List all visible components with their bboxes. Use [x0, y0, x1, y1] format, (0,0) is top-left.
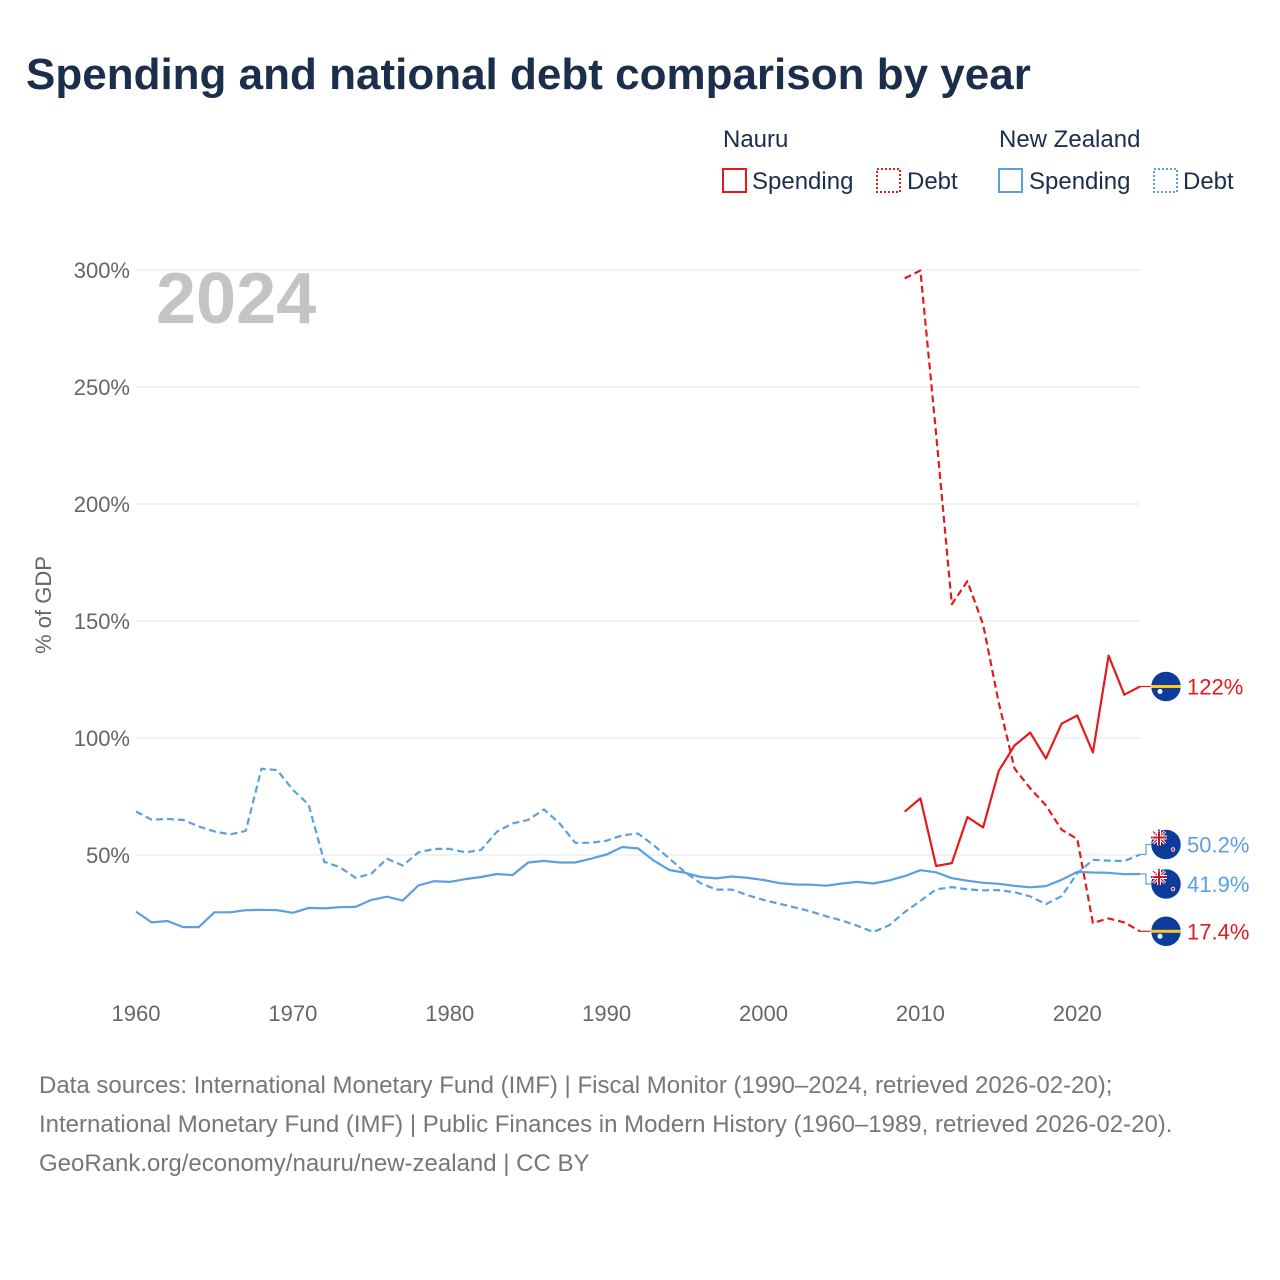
end-label-value: 122%	[1187, 675, 1243, 700]
source-notes: Data sources: International Monetary Fun…	[39, 1066, 1239, 1183]
end-labels: 122% 50.2% 41.9% 17.4%	[1140, 671, 1249, 947]
legend-swatch-nauru-spending[interactable]	[722, 168, 747, 193]
end-label-nauru-spending: 122%	[1140, 671, 1243, 702]
end-label-value: 41.9%	[1187, 872, 1249, 897]
end-label-new-zealand-spending: 41.9%	[1140, 868, 1249, 900]
legend: Nauru Spending Debt New Zealand Spending…	[722, 126, 1234, 195]
x-tick-label-2000: 2000	[739, 1001, 788, 1026]
y-tick-label-150: 150%	[74, 609, 130, 634]
nauru-flag-icon	[1150, 671, 1182, 702]
end-label-value: 50.2%	[1187, 833, 1249, 858]
end-label-value: 17.4%	[1187, 919, 1249, 944]
legend-label-nauru-debt[interactable]: Debt	[907, 168, 958, 195]
legend-group-new-zealand: New Zealand	[999, 126, 1140, 153]
chart-title: Spending and national debt comparison by…	[26, 50, 1031, 99]
end-label-connector	[1140, 873, 1151, 885]
gridlines	[136, 269, 1140, 856]
y-tick-label-300: 300%	[74, 258, 130, 283]
legend-swatch-new-zealand-spending[interactable]	[998, 168, 1023, 193]
x-tick-label-1990: 1990	[582, 1001, 631, 1026]
new-zealand-flag-icon	[1150, 868, 1182, 900]
chart-canvas: Nauru Spending Debt New Zealand Spending…	[31, 126, 1249, 1026]
x-tick-label-2010: 2010	[896, 1001, 945, 1026]
end-label-nauru-debt: 17.4%	[1140, 916, 1249, 947]
x-axis-ticks: 1960 1970 1980 1990 2000 2010 2020	[112, 1001, 1102, 1026]
y-tick-label-250: 250%	[74, 375, 130, 400]
series-line-new-zealand-debt[interactable]	[135, 767, 1141, 934]
y-axis-title: % of GDP	[31, 556, 56, 654]
y-tick-label-100: 100%	[74, 726, 130, 751]
legend-swatch-new-zealand-debt[interactable]	[1153, 168, 1178, 193]
new-zealand-flag-icon	[1150, 829, 1182, 860]
legend-swatch-nauru-debt[interactable]	[876, 168, 901, 193]
legend-label-new-zealand-debt[interactable]: Debt	[1183, 168, 1234, 195]
y-tick-label-200: 200%	[74, 492, 130, 517]
x-tick-label-1980: 1980	[425, 1001, 474, 1026]
legend-label-new-zealand-spending[interactable]: Spending	[1029, 168, 1130, 195]
x-tick-label-1970: 1970	[268, 1001, 317, 1026]
legend-group-nauru: Nauru	[723, 126, 788, 153]
series-line-nauru-debt[interactable]	[904, 269, 1141, 933]
end-label-connector	[1140, 843, 1151, 856]
y-tick-label-50: 50%	[86, 843, 130, 868]
x-tick-label-1960: 1960	[112, 1001, 161, 1026]
legend-label-nauru-spending[interactable]: Spending	[752, 168, 853, 195]
source-data-line: Data sources: International Monetary Fun…	[39, 1072, 1173, 1138]
year-watermark: 2024	[156, 259, 316, 339]
series-line-new-zealand-spending[interactable]	[135, 845, 1141, 929]
source-credit-line: GeoRank.org/economy/nauru/new-zealand | …	[39, 1150, 590, 1177]
end-label-new-zealand-debt: 50.2%	[1140, 829, 1249, 860]
x-tick-label-2020: 2020	[1053, 1001, 1102, 1026]
series-lines	[135, 269, 1141, 934]
y-axis-ticks: 50% 100% 150% 200% 250% 300%	[74, 258, 130, 868]
nauru-flag-icon	[1150, 916, 1182, 947]
series-line-nauru-spending[interactable]	[903, 654, 1141, 868]
